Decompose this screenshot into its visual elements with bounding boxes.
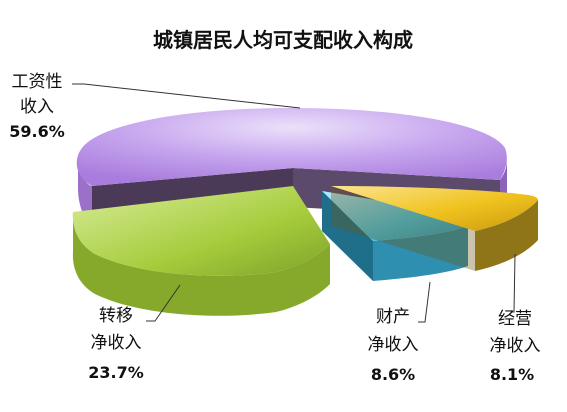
leader-line-business-income [511, 253, 516, 313]
slice-transfer-income-side [72, 212, 330, 316]
label-wage-income-line-2: 收入 [20, 97, 54, 117]
slice-wage-income-top [76, 108, 507, 186]
label-transfer-income-value: 23.7% [88, 363, 144, 382]
slice-transfer-income-top [72, 186, 330, 276]
label-property-income-line-2: 净收入 [368, 335, 419, 355]
chart-title: 城镇居民人均可支配收入构成 [153, 28, 413, 52]
label-property-income-value: 8.6% [371, 365, 415, 384]
leader-line-wage-income [72, 83, 301, 109]
slice-business-income-top [331, 186, 538, 231]
label-wage-income-line-1: 工资性 [12, 72, 63, 92]
slice-business-income [331, 186, 538, 271]
slice-business-income-inner [331, 186, 475, 271]
label-business-income-line-1: 经营 [498, 309, 532, 329]
leader-lines [72, 83, 516, 323]
slice-property-income [322, 191, 468, 281]
slice-property-income-side [322, 191, 373, 281]
label-transfer-income-line-1: 转移 [99, 306, 133, 326]
label-transfer-income-line-2: 净收入 [91, 333, 142, 353]
label-property-income-line-1: 财产 [376, 307, 410, 327]
leader-line-property-income [418, 281, 431, 323]
slice-wage-income-side [78, 148, 92, 226]
label-wage-income-value: 59.6% [9, 122, 65, 141]
slice-property-income-front [373, 226, 468, 281]
label-business-income-line-2: 净收入 [490, 336, 541, 356]
label-business-income-value: 8.1% [490, 365, 534, 384]
slice-property-income-top [322, 191, 468, 241]
leader-line-transfer-income [146, 284, 181, 322]
slice-transfer-income [72, 186, 330, 316]
slice-business-income-side [475, 200, 538, 271]
